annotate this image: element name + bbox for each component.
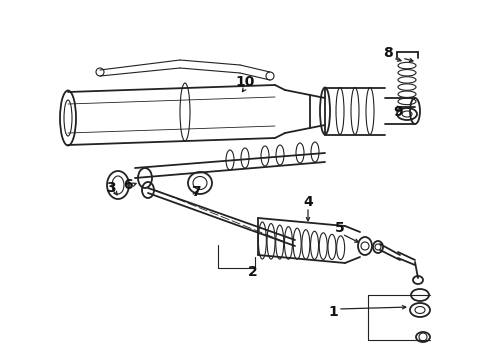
Text: 4: 4 — [303, 195, 312, 209]
Text: 10: 10 — [235, 75, 254, 89]
Text: 1: 1 — [327, 305, 337, 319]
Text: 6: 6 — [123, 178, 133, 192]
Text: 9: 9 — [392, 105, 402, 119]
Text: 5: 5 — [334, 221, 344, 235]
Text: 8: 8 — [382, 46, 392, 60]
Text: 3: 3 — [106, 181, 116, 195]
Text: 7: 7 — [191, 185, 201, 199]
Text: 2: 2 — [247, 265, 257, 279]
